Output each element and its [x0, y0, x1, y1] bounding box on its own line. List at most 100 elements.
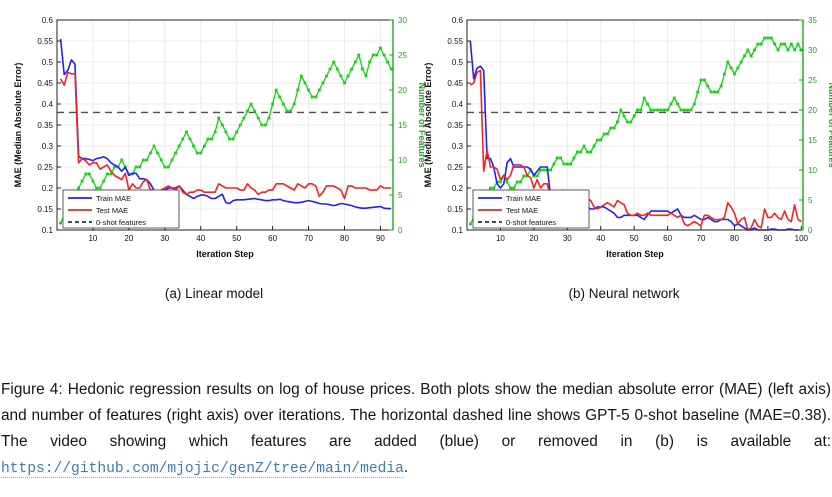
feature-marker: [299, 74, 303, 78]
feature-marker: [599, 138, 603, 142]
feature-marker: [489, 186, 492, 190]
feature-marker: [335, 67, 339, 71]
feature-marker: [535, 174, 539, 178]
chart-text: Train MAE: [506, 194, 541, 203]
feature-marker: [753, 48, 756, 52]
github-link[interactable]: https://github.com/mjojic/genZ/tree/main…: [1, 461, 404, 478]
feature-marker: [364, 74, 368, 78]
feature-marker: [559, 156, 563, 160]
chart-text: Iteration Step: [606, 249, 664, 259]
chart-text: 0.35: [447, 121, 463, 130]
feature-marker: [723, 72, 726, 76]
feature-marker: [274, 88, 278, 92]
chart-text: 40: [196, 234, 205, 243]
feature-marker: [314, 95, 318, 99]
feature-marker: [786, 48, 790, 52]
feature-marker: [719, 84, 723, 88]
feature-marker: [649, 108, 653, 112]
feature-marker: [789, 42, 793, 46]
feature-marker: [539, 168, 542, 172]
chart-text: Number of Features: [417, 82, 427, 167]
chart-text: 60: [663, 234, 672, 243]
feature-marker: [706, 84, 710, 88]
feature-marker: [612, 126, 616, 130]
feature-marker: [271, 102, 275, 106]
feature-marker: [109, 172, 113, 176]
chart-text: 0.2: [452, 184, 464, 193]
chart-text: 0.1: [42, 226, 54, 235]
chart-text: 0.6: [452, 16, 464, 25]
feature-marker: [368, 60, 372, 64]
feature-marker: [629, 120, 633, 124]
feature-marker: [746, 48, 750, 52]
feature-marker: [224, 130, 228, 134]
chart-text: 0.45: [37, 79, 53, 88]
feature-marker: [713, 90, 716, 94]
feature-marker: [582, 144, 586, 148]
chart-text: 50: [232, 234, 241, 243]
feature-marker: [666, 108, 669, 112]
feature-marker: [317, 88, 321, 92]
feature-marker: [585, 150, 589, 154]
series-train-mae: [59, 38, 392, 210]
chart-text: 40: [596, 234, 605, 243]
feature-marker: [371, 53, 375, 57]
feature-marker: [389, 67, 393, 71]
feature-marker: [619, 108, 623, 112]
chart-text: 20: [529, 234, 538, 243]
feature-marker: [278, 95, 282, 99]
chart-text: 0.2: [42, 184, 54, 193]
feature-marker: [285, 109, 289, 113]
feature-marker: [602, 132, 606, 136]
feature-marker: [562, 162, 566, 166]
feature-marker: [264, 123, 267, 127]
feature-marker: [220, 123, 224, 127]
chart-text: 0: [808, 226, 813, 235]
feature-marker: [659, 108, 663, 112]
chart-text: 0.25: [37, 163, 53, 172]
chart-text: 0.4: [452, 100, 464, 109]
chart-text: 0.15: [37, 205, 53, 214]
feature-marker: [386, 60, 390, 64]
feature-marker: [292, 102, 296, 106]
chart-text: 0.4: [42, 100, 54, 109]
feature-marker: [321, 81, 325, 85]
chart-text: 25: [808, 76, 817, 85]
feature-marker: [682, 108, 686, 112]
feature-marker: [105, 172, 109, 176]
feature-marker: [505, 180, 509, 184]
feature-marker: [776, 48, 780, 52]
figure-caption: Figure 4: Hedonic regression results on …: [0, 377, 832, 482]
feature-marker: [572, 156, 576, 160]
feature-marker: [606, 132, 609, 136]
chart-text: 0-shot features: [506, 218, 556, 227]
feature-marker: [346, 74, 350, 78]
chart-text: 15: [398, 121, 407, 130]
chart-text: Test MAE: [96, 206, 128, 215]
chart-text: 0-shot features: [96, 218, 146, 227]
chart-text: 0.35: [37, 121, 53, 130]
feature-marker: [177, 144, 181, 148]
feature-marker: [217, 116, 221, 120]
feature-marker: [59, 221, 62, 225]
chart-linear-model: 10 20 30 40 50 60 70 80 90 0.1 0.15 0.2 0.25 0.3 0.35 0…: [8, 6, 440, 274]
feature-marker: [696, 90, 700, 94]
feature-marker: [779, 42, 783, 46]
chart-text: 0.45: [447, 79, 463, 88]
feature-marker: [468, 222, 472, 226]
chart-text: 70: [304, 234, 313, 243]
feature-marker: [228, 137, 231, 141]
feature-marker: [353, 60, 357, 64]
feature-marker: [77, 186, 80, 190]
feature-marker: [163, 165, 167, 169]
chart-text: 15: [808, 136, 817, 145]
caption-line-1: Figure 4: Hedonic regression results on …: [1, 381, 831, 398]
feature-marker: [692, 102, 696, 106]
feature-marker: [213, 130, 217, 134]
feature-marker: [492, 186, 496, 190]
chart-text: MAE (Median Absolute Error): [423, 63, 433, 188]
series-test-mae: [59, 71, 392, 200]
series-test-mae: [469, 69, 802, 231]
chart-text: 0.55: [37, 37, 53, 46]
feature-marker: [307, 88, 310, 92]
